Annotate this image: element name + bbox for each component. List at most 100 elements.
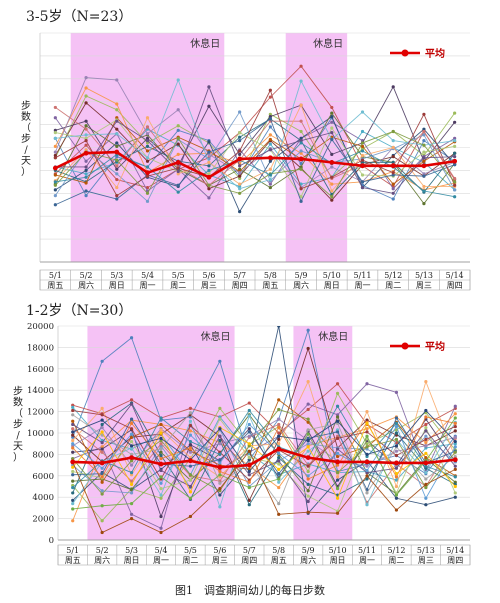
- individual-point: [145, 159, 150, 163]
- x-tick-label: 5/2: [96, 546, 109, 555]
- individual-point: [84, 76, 88, 80]
- individual-point: [207, 140, 211, 144]
- individual-point: [188, 450, 193, 454]
- individual-point: [453, 180, 457, 184]
- individual-point: [188, 419, 193, 423]
- weekday-label: 周三: [418, 556, 434, 565]
- average-point: [175, 159, 181, 165]
- individual-point: [218, 487, 222, 491]
- individual-point: [360, 158, 365, 162]
- individual-point: [129, 463, 134, 467]
- individual-point: [159, 447, 163, 451]
- individual-point: [453, 144, 457, 148]
- individual-point: [159, 530, 163, 535]
- individual-point: [71, 519, 75, 523]
- individual-point: [115, 78, 119, 82]
- rest-period-label: 休息日: [201, 330, 231, 343]
- individual-point: [53, 128, 57, 132]
- individual-point: [394, 472, 399, 476]
- rest-period-label: 休息日: [190, 37, 220, 50]
- average-point: [129, 455, 134, 461]
- individual-series-line: [55, 130, 455, 198]
- individual-point: [159, 450, 163, 454]
- individual-point: [330, 189, 334, 193]
- individual-point: [129, 491, 134, 495]
- y-tick-label: 16000: [27, 365, 54, 375]
- individual-point: [129, 427, 134, 431]
- individual-point: [330, 126, 334, 130]
- individual-series-line: [72, 409, 456, 473]
- weekday-label: 周一: [153, 556, 169, 565]
- average-point: [206, 174, 212, 180]
- individual-point: [268, 167, 272, 171]
- individual-point: [365, 491, 369, 495]
- individual-point: [238, 110, 242, 114]
- individual-point: [277, 326, 281, 328]
- individual-point: [277, 442, 281, 446]
- individual-point: [100, 472, 104, 476]
- individual-point: [247, 456, 251, 460]
- individual-point: [422, 159, 426, 163]
- individual-point: [176, 78, 180, 82]
- individual-point: [218, 406, 222, 410]
- individual-point: [453, 176, 457, 181]
- average-point: [335, 459, 340, 465]
- individual-point: [188, 443, 193, 447]
- x-tick-label: 5/11: [358, 546, 376, 555]
- individual-point: [299, 129, 303, 134]
- individual-point: [115, 102, 119, 106]
- individual-point: [365, 430, 369, 434]
- individual-point: [394, 475, 399, 479]
- average-point: [83, 150, 89, 156]
- individual-point: [277, 422, 281, 427]
- individual-point: [306, 407, 310, 412]
- individual-series-line: [54, 117, 455, 199]
- individual-point: [424, 422, 428, 427]
- individual-point: [422, 129, 426, 134]
- individual-point: [277, 472, 281, 476]
- individual-point: [299, 167, 303, 171]
- x-tick-label: 5/8: [272, 546, 285, 555]
- individual-point: [159, 475, 163, 479]
- individual-point: [268, 133, 272, 137]
- individual-point: [159, 422, 163, 427]
- individual-point: [176, 152, 180, 156]
- individual-point: [207, 183, 211, 187]
- individual-point: [365, 464, 369, 468]
- individual-point: [268, 148, 272, 152]
- weekday-label: 周日: [109, 281, 125, 290]
- individual-point: [115, 116, 119, 120]
- individual-point: [53, 136, 57, 140]
- y-tick-label: 6000: [32, 472, 54, 482]
- individual-point: [100, 430, 104, 434]
- average-point: [188, 458, 193, 464]
- individual-point: [453, 183, 457, 187]
- individual-point: [207, 172, 211, 176]
- individual-point: [71, 405, 75, 409]
- individual-point: [365, 468, 369, 473]
- weekday-label: 周三: [201, 281, 217, 290]
- individual-point: [335, 475, 340, 479]
- individual-point: [360, 185, 365, 190]
- individual-point: [176, 128, 180, 132]
- individual-point: [53, 105, 57, 110]
- individual-point: [335, 415, 340, 419]
- x-tick-label: 5/6: [202, 271, 215, 280]
- individual-point: [268, 114, 272, 119]
- individual-series-line: [55, 103, 455, 192]
- individual-point: [129, 459, 134, 463]
- individual-point: [306, 489, 310, 493]
- individual-point: [306, 432, 310, 436]
- individual-point: [394, 431, 399, 435]
- individual-series-line: [72, 418, 456, 512]
- individual-point: [115, 197, 119, 201]
- y-axis-label-char: 数: [21, 110, 31, 123]
- y-axis-label-char: 数: [13, 396, 23, 409]
- individual-point: [453, 412, 457, 416]
- average-point: [298, 156, 304, 162]
- individual-series-line: [72, 380, 456, 488]
- individual-series-line: [55, 118, 455, 206]
- individual-point: [299, 119, 303, 123]
- individual-point: [394, 437, 399, 442]
- individual-point: [145, 174, 150, 178]
